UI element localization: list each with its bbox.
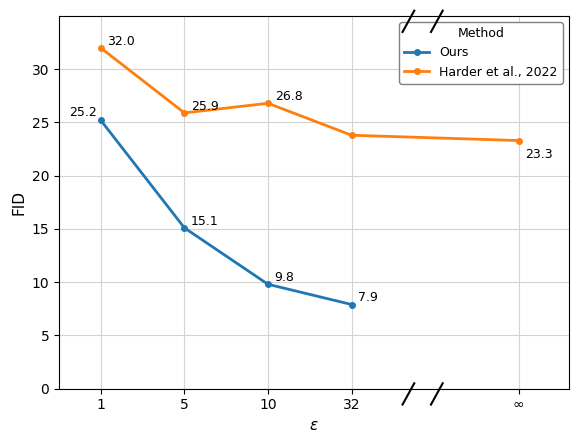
Text: 15.1: 15.1 [191, 214, 219, 228]
Text: 25.9: 25.9 [191, 100, 219, 113]
Legend: Ours, Harder et al., 2022: Ours, Harder et al., 2022 [399, 22, 563, 84]
Text: 32.0: 32.0 [107, 35, 135, 48]
Text: 7.9: 7.9 [358, 291, 378, 304]
Text: 23.3: 23.3 [525, 147, 553, 161]
Text: 25.2: 25.2 [69, 106, 97, 119]
Text: 9.8: 9.8 [275, 271, 295, 284]
Text: 26.8: 26.8 [275, 90, 302, 103]
X-axis label: ε: ε [310, 418, 318, 433]
Y-axis label: FID: FID [11, 190, 26, 215]
